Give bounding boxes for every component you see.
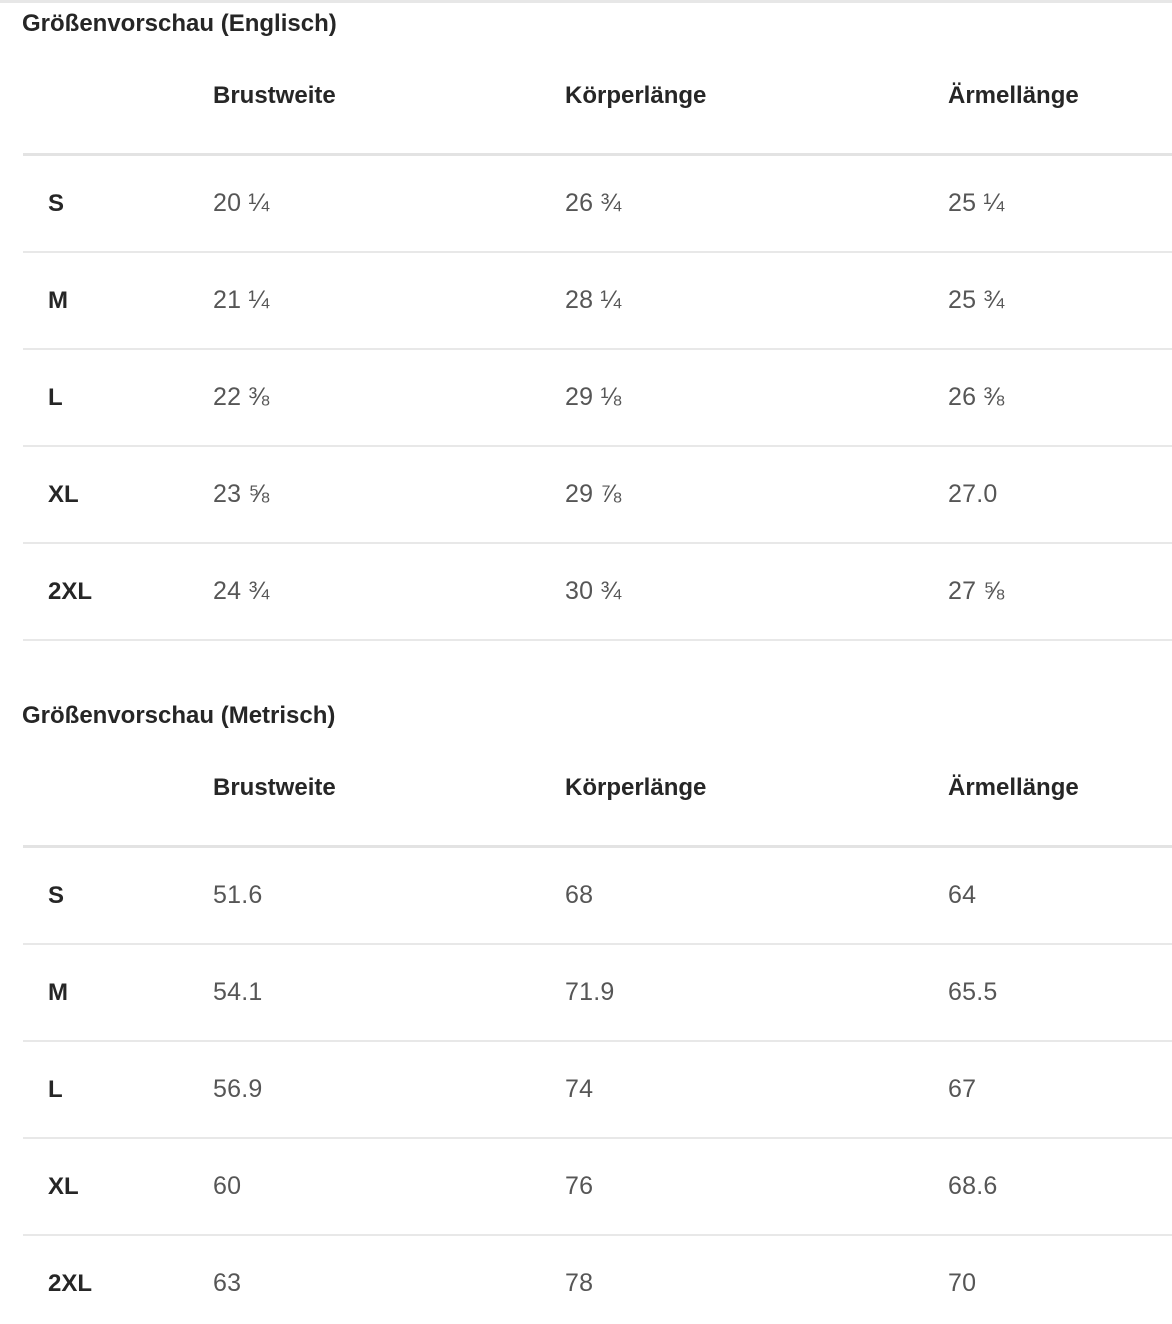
table-header-row: Brustweite Körperlänge Ärmellänge [23,731,1172,848]
size-cell: 2XL [48,1269,93,1297]
value-cell: 24 ¾ [213,577,270,605]
value-cell: 29 ⅞ [565,480,622,508]
value-cell: 56.9 [213,1075,263,1103]
value-cell: 65.5 [948,978,998,1006]
table-row: XL 23 ⅝ 29 ⅞ 27.0 [23,447,1172,544]
value-cell: 60 [213,1172,242,1200]
table-header-row: Brustweite Körperlänge Ärmellänge [23,39,1172,156]
column-header-chest: Brustweite [213,774,336,801]
value-cell: 51.6 [213,881,263,909]
value-cell: 21 ¼ [213,286,270,314]
value-cell: 22 ⅜ [213,383,270,411]
table-row: 2XL 63 78 70 [23,1236,1172,1324]
value-cell: 74 [565,1075,594,1103]
size-cell: M [48,286,68,314]
table-row: XL 60 76 68.6 [23,1139,1172,1236]
value-cell: 26 ⅜ [948,383,1005,411]
value-cell: 63 [213,1269,242,1297]
table-row: M 54.1 71.9 65.5 [23,945,1172,1042]
section-title-english: Größenvorschau (Englisch) [22,10,337,37]
value-cell: 64 [948,881,977,909]
size-cell: M [48,978,68,1006]
column-header-sleeve-length: Ärmellänge [948,774,1079,801]
size-table-english: Größenvorschau (Englisch) Brustweite Kör… [0,9,1172,641]
size-cell: 2XL [48,577,93,605]
value-cell: 28 ¼ [565,286,622,314]
value-cell: 54.1 [213,978,263,1006]
table-row: S 20 ¼ 26 ¾ 25 ¼ [23,156,1172,253]
size-cell: S [48,189,65,217]
value-cell: 25 ¼ [948,189,1005,217]
value-cell: 26 ¾ [565,189,622,217]
size-table-metric: Größenvorschau (Metrisch) Brustweite Kör… [0,701,1172,1324]
column-header-chest: Brustweite [213,82,336,109]
column-header-body-length: Körperlänge [565,82,707,109]
table-row: S 51.6 68 64 [23,848,1172,945]
value-cell: 68 [565,881,594,909]
value-cell: 27.0 [948,480,998,508]
column-header-sleeve-length: Ärmellänge [948,82,1079,109]
value-cell: 23 ⅝ [213,480,270,508]
value-cell: 78 [565,1269,594,1297]
size-cell: L [48,383,63,411]
value-cell: 30 ¾ [565,577,622,605]
value-cell: 76 [565,1172,594,1200]
top-divider [0,0,1172,3]
column-header-body-length: Körperlänge [565,774,707,801]
table-row: L 22 ⅜ 29 ⅛ 26 ⅜ [23,350,1172,447]
value-cell: 67 [948,1075,977,1103]
size-cell: XL [48,1172,79,1200]
value-cell: 68.6 [948,1172,998,1200]
value-cell: 27 ⅝ [948,577,1005,605]
size-cell: S [48,881,65,909]
size-cell: XL [48,480,79,508]
section-title-metric: Größenvorschau (Metrisch) [22,702,336,729]
value-cell: 29 ⅛ [565,383,622,411]
size-cell: L [48,1075,63,1103]
value-cell: 20 ¼ [213,189,270,217]
value-cell: 71.9 [565,978,615,1006]
table-row: 2XL 24 ¾ 30 ¾ 27 ⅝ [23,544,1172,641]
table-row: M 21 ¼ 28 ¼ 25 ¾ [23,253,1172,350]
value-cell: 70 [948,1269,977,1297]
value-cell: 25 ¾ [948,286,1005,314]
table-row: L 56.9 74 67 [23,1042,1172,1139]
